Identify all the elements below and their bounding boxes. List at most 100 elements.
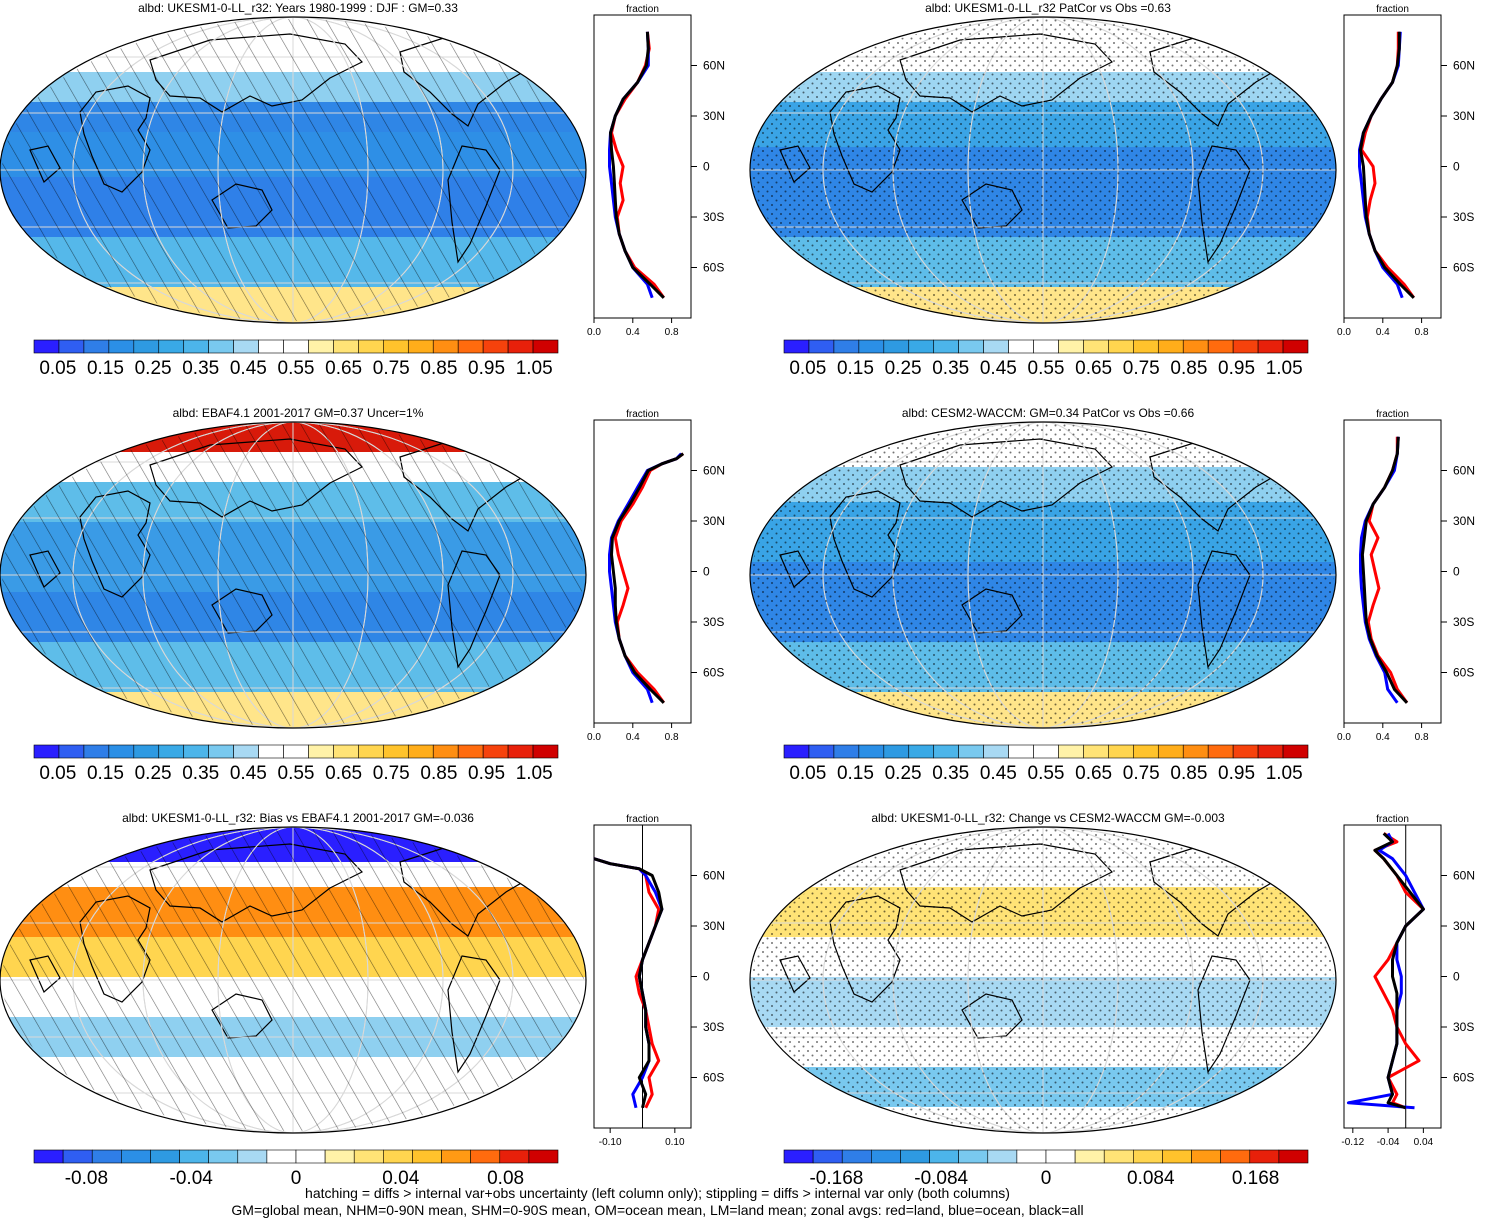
colorbar-label: 0.65 (325, 358, 362, 379)
colorbar-swatch (283, 744, 309, 759)
colorbar: -0.168 -0.084 0 0.084 0.168 (783, 1149, 1309, 1189)
colorbar-swatch (507, 744, 534, 759)
colorbar-label: 0.55 (1028, 358, 1065, 379)
xtick-label: -0.04 (1377, 1137, 1400, 1148)
xtick-label: 0.8 (1415, 327, 1429, 338)
zonal-series-all (1360, 436, 1409, 704)
map-border (0, 421, 587, 729)
panel-title: albd: UKESM1-0-LL_r32 PatCor vs Obs =0.6… (925, 1, 1171, 15)
colorbar-swatch (33, 744, 60, 759)
colorbar-swatch (1033, 744, 1059, 759)
colorbar-swatch (237, 1149, 268, 1164)
colorbar-swatch (808, 744, 835, 759)
colorbar-swatch (133, 744, 160, 759)
ytick-label: 60N (703, 59, 725, 73)
colorbar-swatch (432, 744, 459, 759)
xtick-label: 0.4 (1376, 732, 1390, 743)
colorbar-swatch (908, 744, 935, 759)
panel-title: albd: UKESM1-0-LL_r32: Change vs CESM2-W… (871, 811, 1225, 825)
colorbar-label: 0.35 (182, 358, 219, 379)
colorbar-label: 0.15 (87, 763, 124, 784)
xtick-label: -0.12 (1341, 1137, 1364, 1148)
colorbar-label: 0.75 (1123, 763, 1160, 784)
ytick-label: 30N (703, 109, 725, 123)
ytick-label: 30S (703, 1020, 724, 1034)
footnote-line-2: GM=global mean, NHM=0-90N mean, SHM=0-90… (231, 1202, 1084, 1218)
colorbar-swatch (295, 1149, 326, 1164)
colorbar-swatch (383, 744, 409, 759)
colorbar-swatch (1162, 1149, 1192, 1164)
xtick-label: 0.8 (665, 732, 679, 743)
colorbar-swatch (83, 744, 110, 759)
zonal-header: fraction (1376, 814, 1409, 825)
colorbar-swatch (441, 1149, 471, 1164)
colorbar-swatch (83, 339, 110, 354)
colorbar-swatch (983, 744, 1009, 759)
colorbar-label: 0.55 (278, 358, 315, 379)
colorbar: 0.05 0.15 0.25 0.35 0.45 0.55 0.65 0.75 0.85 0.95… (33, 744, 559, 784)
panel-title: albd: EBAF4.1 2001-2017 GM=0.37 Uncer=1% (173, 406, 424, 420)
ytick-label: 60N (1453, 869, 1475, 883)
colorbar-label: 0.35 (932, 763, 969, 784)
ytick-label: 30S (1453, 615, 1474, 629)
colorbar-swatch (383, 339, 409, 354)
colorbar-swatch (33, 1149, 64, 1164)
colorbar-swatch (208, 1149, 239, 1164)
ytick-label: 60N (703, 869, 725, 883)
colorbar-swatch (528, 1149, 559, 1164)
colorbar-swatch (1257, 744, 1284, 759)
colorbar-label: 0.15 (87, 358, 124, 379)
colorbar-swatch (150, 1149, 180, 1164)
colorbar-swatch (208, 744, 234, 759)
colorbar-swatch (499, 1149, 530, 1164)
colorbar-swatch (412, 1149, 442, 1164)
zonal-series-all (1359, 31, 1415, 299)
colorbar-swatch (1282, 744, 1309, 759)
colorbar-swatch (283, 339, 309, 354)
colorbar-swatch (507, 339, 534, 354)
xtick-label: 0.0 (1337, 732, 1351, 743)
map-field (750, 422, 1336, 728)
colorbar-swatch (783, 339, 810, 354)
colorbar-swatch (933, 339, 959, 354)
xtick-label: 0.04 (1414, 1137, 1434, 1148)
ytick-label: 60N (1453, 59, 1475, 73)
colorbar-swatch (1008, 339, 1034, 354)
colorbar-swatch (1182, 744, 1209, 759)
zonal-header: fraction (626, 814, 659, 825)
colorbar-swatch (358, 339, 384, 354)
ytick-label: 30S (703, 210, 724, 224)
ytick-label: 60S (703, 1071, 724, 1085)
colorbar-swatch (783, 744, 810, 759)
colorbar-swatch (1232, 744, 1259, 759)
colorbar-label: -0.04 (170, 1168, 214, 1189)
colorbar-label: 0.25 (885, 763, 922, 784)
colorbar-label: 0.95 (1218, 763, 1255, 784)
stippling-overlay (752, 19, 1334, 321)
colorbar-swatch (532, 744, 559, 759)
colorbar-label: 0.35 (932, 358, 969, 379)
xtick-label: 0.8 (1415, 732, 1429, 743)
map-border (0, 826, 587, 1134)
colorbar-swatch (108, 339, 135, 354)
colorbar-label: 0.15 (837, 358, 874, 379)
colorbar-swatch (833, 339, 860, 354)
colorbar-label: 0.25 (885, 358, 922, 379)
stippling-overlay (752, 424, 1334, 726)
xtick-label: 0.4 (626, 732, 640, 743)
colorbar-label: 0.75 (1123, 358, 1160, 379)
colorbar-swatch (1157, 339, 1184, 354)
colorbar-swatch (812, 1149, 843, 1164)
colorbar-label: 0.75 (373, 763, 410, 784)
colorbar-swatch (358, 744, 384, 759)
colorbar-label: 0.04 (382, 1168, 419, 1189)
zonal-mean-plot: fraction 60N 30N 0 30S 60S 0.0 0.4 0.8 (587, 409, 725, 743)
hatching-overlay (2, 829, 584, 1131)
colorbar-swatch (158, 744, 185, 759)
colorbar: -0.08 -0.04 0 0.04 0.08 (33, 1149, 559, 1189)
colorbar-label: 0.75 (373, 358, 410, 379)
ytick-label: 60S (703, 666, 724, 680)
zonal-series-all (610, 452, 685, 704)
colorbar-swatch (983, 339, 1009, 354)
zonal-header: fraction (626, 409, 659, 420)
